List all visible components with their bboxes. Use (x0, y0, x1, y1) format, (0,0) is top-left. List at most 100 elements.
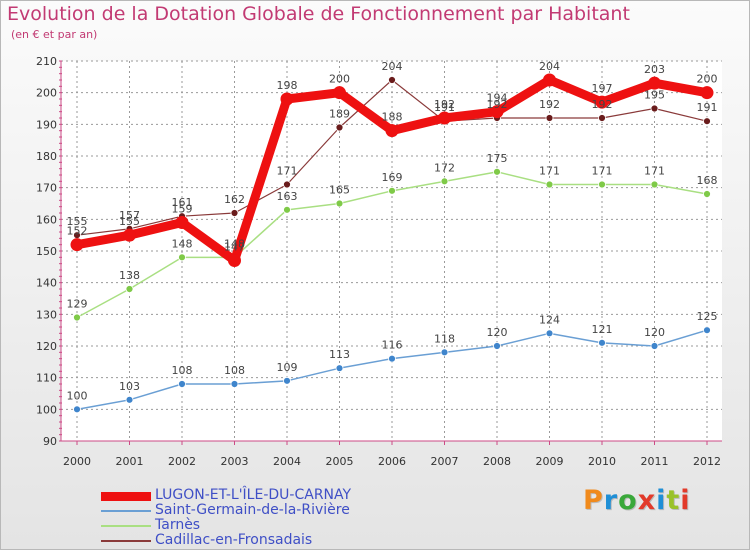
data-label: 162 (224, 193, 245, 206)
series-point-1 (73, 405, 81, 414)
series-point-0 (280, 92, 294, 106)
series-point-2 (493, 167, 501, 176)
data-label: 197 (592, 82, 613, 95)
data-label: 192 (592, 98, 613, 111)
series-point-1 (388, 354, 396, 363)
data-label: 147 (224, 241, 245, 254)
y-tick-label: 140 (36, 277, 57, 290)
series-point-1 (598, 338, 606, 347)
series-point-1 (335, 364, 344, 373)
series-point-0 (175, 216, 189, 229)
data-label: 129 (67, 298, 88, 311)
data-label: 175 (487, 152, 508, 165)
series-point-3 (335, 123, 344, 132)
legend-swatch (101, 510, 151, 512)
data-label: 168 (697, 174, 718, 187)
y-tick-label: 190 (36, 118, 57, 131)
chart-title: Evolution de la Dotation Globale de Fonc… (7, 3, 630, 25)
data-label: 148 (172, 237, 193, 250)
series-point-2 (598, 180, 606, 189)
y-tick-label: 210 (36, 55, 57, 68)
y-tick-label: 100 (36, 403, 57, 416)
data-label: 120 (644, 326, 665, 339)
data-label: 163 (277, 190, 298, 203)
data-label: 118 (434, 332, 455, 345)
data-label: 113 (329, 348, 350, 361)
series-point-2 (703, 190, 711, 198)
series-point-0 (700, 86, 714, 100)
series-point-3 (230, 209, 239, 217)
chart-subtitle: (en € et par an) (11, 28, 98, 41)
legend-label: Tarnès (155, 517, 201, 533)
series-point-1 (125, 395, 134, 404)
data-label: 172 (434, 161, 455, 174)
series-point-3 (545, 114, 554, 122)
series-point-3 (283, 180, 291, 189)
data-label: 108 (172, 364, 193, 377)
series-point-1 (493, 342, 501, 350)
data-label: 155 (67, 215, 88, 228)
x-tick-label: 2003 (221, 455, 249, 468)
series-point-0 (490, 105, 504, 119)
x-tick-label: 2002 (168, 455, 196, 468)
data-label: 200 (697, 73, 718, 86)
series-point-1 (650, 342, 659, 350)
series-point-0 (70, 238, 84, 252)
y-tick-label: 90 (43, 435, 57, 448)
data-label: 161 (172, 196, 193, 209)
x-tick-label: 2010 (588, 455, 616, 468)
data-label: 171 (592, 165, 613, 178)
x-tick-label: 2006 (378, 455, 406, 468)
series-point-1 (545, 329, 554, 338)
data-label: 121 (592, 323, 613, 336)
legend-swatch (101, 540, 151, 542)
legend-label: Saint-Germain-de-la-Rivière (155, 502, 350, 518)
series-point-1 (440, 348, 449, 357)
data-label: 191 (697, 101, 718, 114)
data-label: 138 (119, 269, 140, 282)
x-tick-label: 2011 (641, 455, 669, 468)
series-point-2 (440, 177, 449, 186)
series-point-2 (178, 253, 186, 262)
x-tick-label: 2000 (63, 455, 91, 468)
data-label: 125 (697, 310, 718, 323)
legend-swatch (101, 491, 151, 501)
x-tick-label: 2012 (693, 455, 721, 468)
data-label: 189 (329, 108, 350, 121)
data-label: 171 (539, 165, 560, 178)
series-point-1 (283, 376, 291, 385)
y-tick-label: 110 (36, 372, 57, 385)
y-tick-label: 200 (36, 87, 57, 100)
series-point-0 (438, 111, 451, 125)
y-tick-label: 120 (36, 340, 57, 353)
series-point-2 (125, 285, 134, 293)
data-label: 165 (329, 184, 350, 197)
y-tick-label: 150 (36, 245, 57, 258)
series-point-2 (335, 199, 344, 208)
legend-label: Cadillac-en-Fronsadais (155, 532, 313, 548)
y-tick-label: 130 (36, 308, 57, 321)
data-label: 152 (67, 225, 88, 238)
series-point-3 (598, 114, 606, 122)
data-label: 188 (382, 111, 403, 124)
series-point-2 (73, 313, 81, 322)
y-tick-label: 160 (36, 213, 57, 226)
series-point-0 (648, 76, 661, 90)
data-label: 120 (487, 326, 508, 339)
y-tick-label: 180 (36, 150, 57, 163)
series-point-2 (650, 180, 659, 189)
series-point-1 (230, 380, 239, 388)
data-label: 171 (644, 165, 665, 178)
data-label: 103 (119, 380, 140, 393)
data-label: 169 (382, 171, 403, 184)
data-label: 124 (539, 313, 560, 326)
x-tick-label: 2007 (431, 455, 459, 468)
data-label: 194 (487, 92, 508, 105)
data-label: 192 (487, 98, 508, 111)
series-point-2 (388, 186, 396, 195)
x-tick-label: 2004 (273, 455, 301, 468)
data-label: 204 (539, 60, 560, 73)
data-label: 192 (539, 98, 560, 111)
